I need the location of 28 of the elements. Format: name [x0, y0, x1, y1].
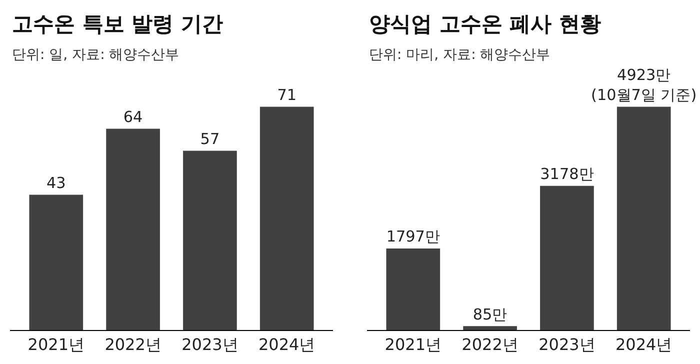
chart-title: 양식업 고수온 폐사 현황 — [369, 12, 601, 36]
x-tick-label: 2022년 — [104, 335, 162, 354]
chart-subtitle: 단위: 마리, 자료: 해양수산부 — [369, 47, 550, 63]
chart-title: 고수온 특보 발령 기간 — [12, 12, 223, 36]
x-tick-label: 2024년 — [616, 335, 672, 354]
bar — [463, 326, 517, 330]
x-tick-label: 2023년 — [538, 335, 596, 354]
data-label: 57 — [200, 130, 220, 148]
x-tick-label: 2024년 — [258, 335, 316, 354]
chart-subtitle: 단위: 일, 자료: 해양수산부 — [12, 47, 180, 63]
x-tick-label: 2023년 — [182, 335, 238, 354]
bar — [183, 150, 237, 330]
x-tick-label: 2021년 — [384, 335, 442, 354]
data-label: 4923만 (10월7일 기준) — [591, 66, 697, 104]
bar — [616, 106, 671, 330]
bar — [260, 106, 314, 330]
x-tick-label: 2022년 — [462, 335, 518, 354]
data-label: 71 — [277, 86, 297, 104]
data-label: 85만 — [472, 305, 508, 324]
bar — [540, 186, 594, 330]
data-label: 3178만 — [540, 165, 594, 184]
bar — [29, 194, 84, 330]
data-label: 64 — [123, 108, 143, 126]
bar — [386, 248, 440, 330]
data-label: 1797만 — [386, 228, 440, 246]
data-label: 43 — [46, 174, 66, 192]
bar — [106, 128, 160, 330]
x-tick-label: 2021년 — [28, 335, 84, 354]
